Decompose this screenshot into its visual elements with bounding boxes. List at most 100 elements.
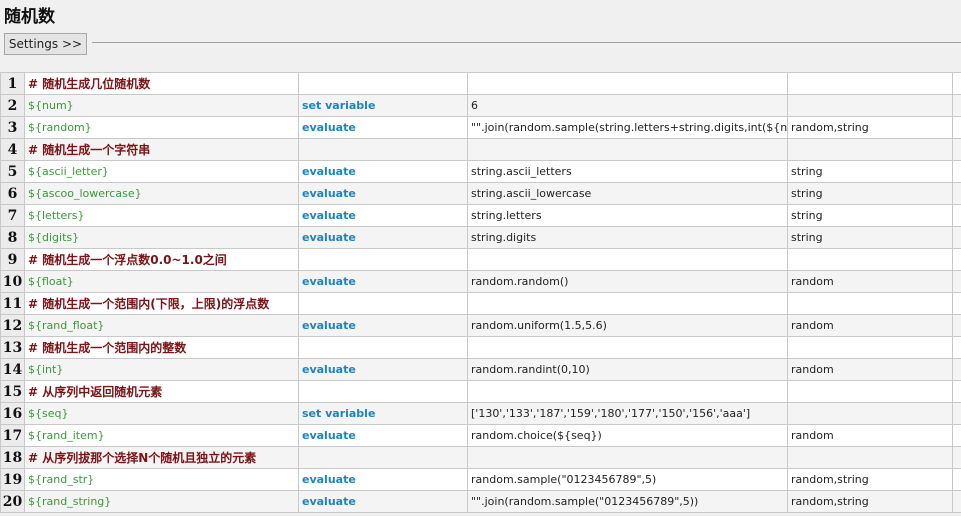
- argument-cell[interactable]: [952, 138, 961, 161]
- keyword-cell[interactable]: evaluate: [298, 358, 468, 381]
- row-number[interactable]: 3: [0, 116, 25, 139]
- keyword-cell[interactable]: evaluate: [298, 182, 468, 205]
- comment-cell[interactable]: # 随机生成一个浮点数0.0~1.0之间: [24, 248, 299, 271]
- argument-cell[interactable]: random: [787, 314, 953, 337]
- argument-cell[interactable]: [952, 248, 961, 271]
- variable-cell[interactable]: ${ascii_letter}: [24, 160, 299, 183]
- argument-cell[interactable]: string: [787, 204, 953, 227]
- argument-cell[interactable]: string.letters: [467, 204, 788, 227]
- argument-cell[interactable]: random,string: [787, 490, 953, 513]
- argument-cell[interactable]: [952, 182, 961, 205]
- row-number[interactable]: 8: [0, 226, 25, 249]
- variable-cell[interactable]: ${int}: [24, 358, 299, 381]
- argument-cell[interactable]: random: [787, 424, 953, 447]
- argument-cell[interactable]: [467, 72, 788, 95]
- argument-cell[interactable]: string.digits: [467, 226, 788, 249]
- argument-cell[interactable]: [787, 292, 953, 315]
- row-number[interactable]: 11: [0, 292, 25, 315]
- argument-cell[interactable]: [787, 446, 953, 469]
- argument-cell[interactable]: [952, 204, 961, 227]
- argument-cell[interactable]: random.random(): [467, 270, 788, 293]
- argument-cell[interactable]: random.randint(0,10): [467, 358, 788, 381]
- keyword-cell[interactable]: evaluate: [298, 490, 468, 513]
- variable-cell[interactable]: ${rand_float}: [24, 314, 299, 337]
- argument-cell[interactable]: [952, 446, 961, 469]
- argument-cell[interactable]: [787, 336, 953, 359]
- argument-cell[interactable]: [787, 402, 953, 425]
- argument-cell[interactable]: "".join(random.sample("0123456789",5)): [467, 490, 788, 513]
- keyword-cell[interactable]: set variable: [298, 94, 468, 117]
- keyword-cell[interactable]: evaluate: [298, 226, 468, 249]
- argument-cell[interactable]: [467, 248, 788, 271]
- argument-cell[interactable]: [952, 402, 961, 425]
- argument-cell[interactable]: [787, 380, 953, 403]
- row-number[interactable]: 14: [0, 358, 25, 381]
- argument-cell[interactable]: [467, 336, 788, 359]
- row-number[interactable]: 17: [0, 424, 25, 447]
- comment-cell[interactable]: # 随机生成几位随机数: [24, 72, 299, 95]
- variable-cell[interactable]: ${letters}: [24, 204, 299, 227]
- row-number[interactable]: 12: [0, 314, 25, 337]
- argument-cell[interactable]: [467, 446, 788, 469]
- argument-cell[interactable]: [952, 336, 961, 359]
- variable-cell[interactable]: ${rand_string}: [24, 490, 299, 513]
- argument-cell[interactable]: [787, 248, 953, 271]
- argument-cell[interactable]: string.ascii_lowercase: [467, 182, 788, 205]
- comment-cell[interactable]: # 随机生成一个范围内的整数: [24, 336, 299, 359]
- argument-cell[interactable]: random,string: [787, 116, 953, 139]
- variable-cell[interactable]: ${num}: [24, 94, 299, 117]
- variable-cell[interactable]: ${float}: [24, 270, 299, 293]
- argument-cell[interactable]: random.uniform(1.5,5.6): [467, 314, 788, 337]
- argument-cell[interactable]: [952, 226, 961, 249]
- keyword-cell[interactable]: evaluate: [298, 116, 468, 139]
- variable-cell[interactable]: ${rand_item}: [24, 424, 299, 447]
- row-number[interactable]: 13: [0, 336, 25, 359]
- row-number[interactable]: 20: [0, 490, 25, 513]
- keyword-cell[interactable]: set variable: [298, 402, 468, 425]
- argument-cell[interactable]: string: [787, 182, 953, 205]
- argument-cell[interactable]: [787, 72, 953, 95]
- keyword-cell[interactable]: evaluate: [298, 270, 468, 293]
- row-number[interactable]: 2: [0, 94, 25, 117]
- argument-cell[interactable]: random: [787, 270, 953, 293]
- keyword-cell[interactable]: evaluate: [298, 204, 468, 227]
- argument-cell[interactable]: random: [787, 358, 953, 381]
- keyword-cell[interactable]: evaluate: [298, 468, 468, 491]
- variable-cell[interactable]: ${random}: [24, 116, 299, 139]
- argument-cell[interactable]: [952, 72, 961, 95]
- argument-cell[interactable]: [952, 468, 961, 491]
- keyword-cell[interactable]: [298, 446, 468, 469]
- argument-cell[interactable]: string: [787, 160, 953, 183]
- comment-cell[interactable]: # 从序列拔那个选择N个随机且独立的元素: [24, 446, 299, 469]
- argument-cell[interactable]: [952, 94, 961, 117]
- argument-cell[interactable]: 6: [467, 94, 788, 117]
- keyword-cell[interactable]: evaluate: [298, 160, 468, 183]
- keyword-cell[interactable]: [298, 292, 468, 315]
- argument-cell[interactable]: [952, 270, 961, 293]
- argument-cell[interactable]: ['130','133','187','159','180','177','15…: [467, 402, 788, 425]
- argument-cell[interactable]: [952, 160, 961, 183]
- row-number[interactable]: 1: [0, 72, 25, 95]
- keyword-cell[interactable]: evaluate: [298, 314, 468, 337]
- argument-cell[interactable]: [787, 94, 953, 117]
- row-number[interactable]: 10: [0, 270, 25, 293]
- settings-button[interactable]: Settings >>: [4, 33, 87, 55]
- comment-cell[interactable]: # 随机生成一个字符串: [24, 138, 299, 161]
- row-number[interactable]: 4: [0, 138, 25, 161]
- variable-cell[interactable]: ${rand_str}: [24, 468, 299, 491]
- keyword-cell[interactable]: [298, 380, 468, 403]
- row-number[interactable]: 16: [0, 402, 25, 425]
- row-number[interactable]: 6: [0, 182, 25, 205]
- keyword-cell[interactable]: [298, 72, 468, 95]
- argument-cell[interactable]: random.choice(${seq}): [467, 424, 788, 447]
- keyword-cell[interactable]: [298, 248, 468, 271]
- argument-cell[interactable]: [787, 138, 953, 161]
- argument-cell[interactable]: [467, 138, 788, 161]
- variable-cell[interactable]: ${digits}: [24, 226, 299, 249]
- argument-cell[interactable]: [952, 490, 961, 513]
- variable-cell[interactable]: ${ascoo_lowercase}: [24, 182, 299, 205]
- argument-cell[interactable]: string.ascii_letters: [467, 160, 788, 183]
- argument-cell[interactable]: [952, 292, 961, 315]
- argument-cell[interactable]: [952, 116, 961, 139]
- row-number[interactable]: 19: [0, 468, 25, 491]
